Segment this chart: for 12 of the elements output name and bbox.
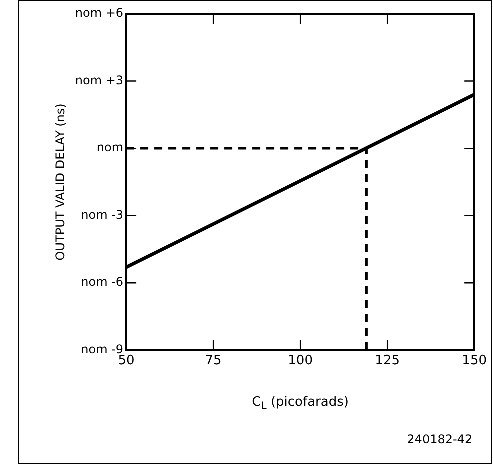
y-tick-label: nom -6 — [81, 275, 124, 290]
x-tick-label: 150 — [462, 354, 488, 369]
x-tick-label: 100 — [288, 354, 313, 369]
text: 240182-42 — [407, 432, 473, 447]
y-tick-label: nom +3 — [75, 73, 124, 88]
x-tick-label: 50 — [118, 354, 135, 369]
x-tick-label: 125 — [375, 354, 400, 369]
y-axis-title: OUTPUT VALID DELAY (ns) — [53, 104, 68, 261]
y-tick-label: nom -3 — [81, 208, 124, 222]
y-tick-label: nom — [96, 140, 124, 155]
x-tick-label: 75 — [205, 354, 222, 369]
y-tick-label: nom +6 — [75, 6, 124, 20]
